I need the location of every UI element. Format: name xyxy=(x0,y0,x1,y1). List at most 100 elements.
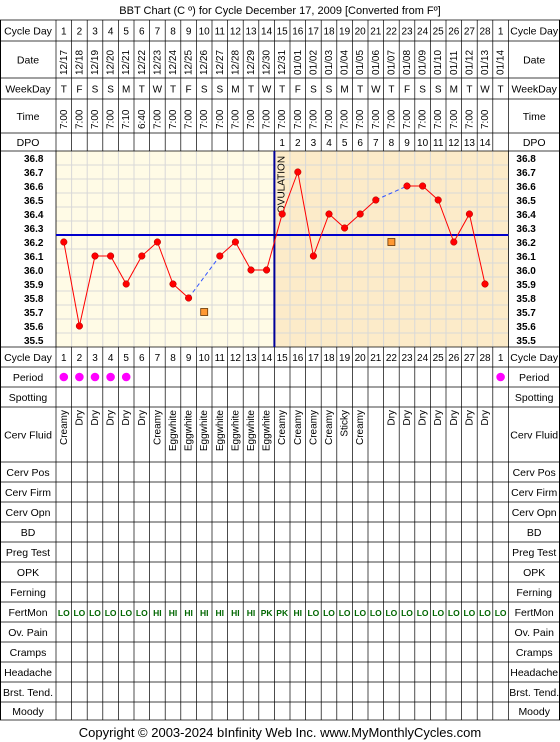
cycle-day-cell: 22 xyxy=(386,353,398,364)
time-cell: 7:00 xyxy=(215,109,226,129)
dpo-cell: 9 xyxy=(404,138,410,149)
y-tick-label: 36.2 xyxy=(24,238,44,249)
date-cell: 12/29 xyxy=(246,50,257,75)
date-cell: 12/17 xyxy=(59,50,70,75)
temp-line-segment xyxy=(156,241,174,285)
ovulation-label: OVULATION xyxy=(276,156,287,213)
fertmon-cell: HI xyxy=(153,608,162,618)
time-cell: 7:00 xyxy=(74,109,85,129)
temp-point xyxy=(419,182,427,190)
cycle-day-cell: 24 xyxy=(417,353,429,364)
cycle-day-cell: 11 xyxy=(215,27,226,38)
dpo-cell: 5 xyxy=(342,138,348,149)
cerv-fluid-cell: Dry xyxy=(106,410,117,426)
weekday-cell: S xyxy=(201,85,208,96)
date-cell: 01/03 xyxy=(324,50,335,75)
row-label-right-spotting: Spotting xyxy=(515,392,554,404)
row-label-right-opk: OPK xyxy=(523,567,545,579)
weekday-cell: T xyxy=(498,85,504,96)
cerv-fluid-cell: Dry xyxy=(121,410,132,426)
temp-point xyxy=(403,182,411,190)
row-label-preg_test: Preg Test xyxy=(6,547,50,559)
date-cell: 12/23 xyxy=(152,50,163,75)
cycle-day-cell: 20 xyxy=(355,353,367,364)
footer-copyright: Copyright © 2003-2024 bInfinity Web Inc.… xyxy=(79,725,481,740)
date-cell: 12/19 xyxy=(90,50,101,75)
time-cell: 7:00 xyxy=(230,109,241,129)
date-cell: 12/30 xyxy=(262,50,273,75)
chart-title: BBT Chart (C º) for Cycle December 17, 2… xyxy=(119,5,440,17)
row-label-cerv_fluid: Cerv Fluid xyxy=(4,430,52,442)
row-label-fertmon: FertMon xyxy=(8,607,47,619)
temp-point xyxy=(185,294,193,302)
cerv-fluid-cell: Dry xyxy=(90,410,101,426)
cycle-day-cell: 8 xyxy=(170,353,176,364)
row-label-right-period: Period xyxy=(519,372,550,384)
date-cell: 12/21 xyxy=(121,50,132,75)
temp-point xyxy=(450,238,458,246)
temp-line-segment xyxy=(297,171,314,257)
cycle-day-cell: 6 xyxy=(139,353,145,364)
fertmon-cell: LO xyxy=(58,608,70,618)
weekday-cell: T xyxy=(466,85,472,96)
time-cell: 7:00 xyxy=(152,109,163,129)
cerv-fluid-cell: Creamy xyxy=(308,410,319,445)
fertmon-cell: LO xyxy=(448,608,460,618)
y-tick-label-right: 36.0 xyxy=(516,266,536,277)
cerv-fluid-cell: Dry xyxy=(402,410,413,426)
temp-line-segment xyxy=(437,199,455,243)
temp-line-segment xyxy=(78,255,96,327)
date-cell: 12/18 xyxy=(74,50,85,75)
y-tick-label-right: 36.6 xyxy=(516,182,536,193)
fertmon-cell: LO xyxy=(354,608,366,618)
fertmon-cell: LO xyxy=(73,608,85,618)
cycle-day-cell: 26 xyxy=(448,353,460,364)
row-label-cerv_opn: Cerv Opn xyxy=(6,507,51,519)
cerv-fluid-cell: Dry xyxy=(480,410,491,426)
y-tick-label-right: 36.2 xyxy=(516,238,536,249)
y-tick-label-right: 35.8 xyxy=(516,294,536,305)
cerv-fluid-cell: Eggwhite xyxy=(199,410,210,452)
cerv-fluid-cell: Creamy xyxy=(293,410,304,445)
y-tick-label: 36.6 xyxy=(24,182,44,193)
row-label-brst_tend: Brst. Tend. xyxy=(3,687,53,699)
fertmon-cell: HI xyxy=(200,608,209,618)
dpo-cell: 1 xyxy=(279,138,285,149)
cycle-day-cell: 17 xyxy=(308,353,320,364)
cycle-day-cell: 4 xyxy=(108,353,114,364)
time-cell: 7:00 xyxy=(418,109,429,129)
temp-point xyxy=(169,280,177,288)
cerv-fluid-cell: Dry xyxy=(74,410,85,426)
cycle-day-cell: 8 xyxy=(170,27,176,38)
date-cell: 12/20 xyxy=(106,50,117,75)
temp-line-segment xyxy=(312,213,330,257)
time-cell: 7:00 xyxy=(106,109,117,129)
date-cell: 12/22 xyxy=(137,50,148,75)
temp-point xyxy=(372,196,380,204)
y-tick-label: 36.5 xyxy=(24,196,44,207)
temp-line-segment xyxy=(468,213,486,285)
weekday-cell: S xyxy=(435,85,442,96)
cerv-fluid-cell: Creamy xyxy=(59,410,70,445)
time-cell: 7:00 xyxy=(277,109,288,129)
y-tick-label: 36.4 xyxy=(24,210,44,221)
weekday-cell: F xyxy=(404,85,410,96)
row-label-right-brst_tend: Brst. Tend. xyxy=(509,687,559,699)
dpo-cell: 10 xyxy=(417,138,429,149)
row-label-right-preg_test: Preg Test xyxy=(512,547,556,559)
cerv-fluid-cell: Dry xyxy=(386,410,397,426)
cycle-day-cell: 9 xyxy=(186,27,192,38)
cycle-day-cell: 27 xyxy=(464,353,476,364)
time-cell: 7:00 xyxy=(184,109,195,129)
date-cell: 01/05 xyxy=(355,50,366,75)
temp-line-segment xyxy=(125,255,143,285)
temp-line-segment xyxy=(110,255,127,285)
temp-line-segment xyxy=(63,241,80,327)
row-label-right-cerv_fluid: Cerv Fluid xyxy=(510,430,558,442)
row-label-spotting: Spotting xyxy=(9,392,48,404)
y-tick-label-right: 35.9 xyxy=(516,280,536,291)
fertmon-cell: HI xyxy=(216,608,225,618)
date-cell: 01/09 xyxy=(418,50,429,75)
date-cell: 01/07 xyxy=(386,50,397,75)
row-label-headache: Headache xyxy=(4,667,52,679)
